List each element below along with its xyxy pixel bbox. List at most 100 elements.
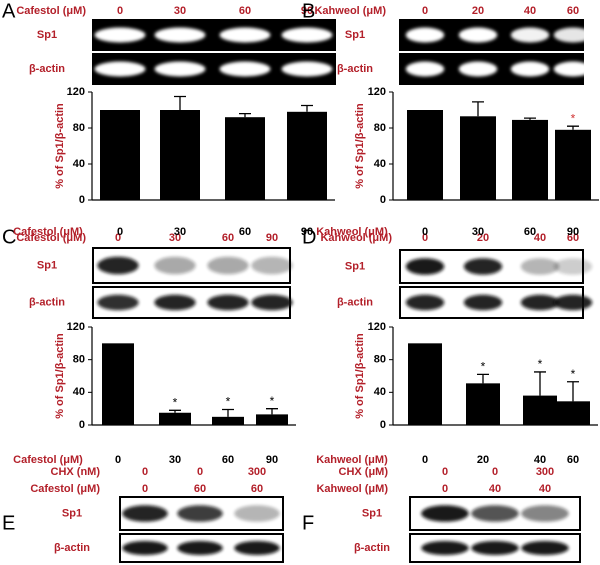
condition-value: 60 xyxy=(222,232,234,244)
y-tick-label: 0 xyxy=(380,419,386,431)
blot-band xyxy=(405,294,445,311)
blot-band xyxy=(421,505,469,522)
blot-band xyxy=(463,294,503,311)
bar xyxy=(407,110,443,200)
blot-band xyxy=(553,258,593,275)
blot-band xyxy=(219,27,271,43)
x-tick-label: 0 xyxy=(422,226,428,238)
significance-mark: * xyxy=(481,360,486,374)
bar xyxy=(460,116,496,200)
blot-strip xyxy=(409,496,581,531)
x-axis-label: Cafestol (μM) xyxy=(13,226,83,238)
condition-value: 40 xyxy=(489,483,501,495)
blot-strip xyxy=(92,286,293,319)
blot-band xyxy=(553,27,593,43)
panel-letter: F xyxy=(302,512,314,534)
significance-mark: * xyxy=(538,357,543,371)
x-tick-label: 60 xyxy=(567,454,579,466)
y-tick-label: 0 xyxy=(79,194,85,206)
row-label: β-actin xyxy=(337,296,373,308)
y-tick-label: 0 xyxy=(79,419,85,431)
condition-label: Cafestol (μM) xyxy=(16,5,86,17)
error-bar xyxy=(477,373,489,384)
y-tick-label: 40 xyxy=(73,386,85,398)
condition-value: 40 xyxy=(524,5,536,17)
error-bar xyxy=(472,101,484,117)
row-label: β-actin xyxy=(29,296,65,308)
condition-value: 0 xyxy=(492,466,498,478)
row-label: Sp1 xyxy=(62,507,82,519)
y-tick-label: 120 xyxy=(67,321,85,333)
x-tick-label: 0 xyxy=(117,226,123,238)
y-tick-label: 80 xyxy=(73,354,85,366)
blot-strip xyxy=(399,249,593,284)
x-tick-label: 30 xyxy=(174,226,186,238)
bar xyxy=(159,412,191,425)
error-bar xyxy=(567,125,579,130)
x-tick-label: 90 xyxy=(266,454,278,466)
blot-band xyxy=(122,505,168,522)
x-axis-label: Kahweol (μM) xyxy=(316,454,388,466)
y-tick-label: 40 xyxy=(73,158,85,170)
panel-letter: E xyxy=(2,512,15,534)
row-label: β-actin xyxy=(337,63,373,75)
blot-band xyxy=(177,505,223,522)
bar xyxy=(212,416,244,425)
y-tick-label: 120 xyxy=(67,86,85,98)
bar xyxy=(225,117,265,200)
row-label: Sp1 xyxy=(362,507,382,519)
condition-value: 20 xyxy=(472,5,484,17)
error-bar xyxy=(301,104,313,112)
blot-strip xyxy=(92,19,336,51)
condition-value: 30 xyxy=(174,5,186,17)
bar xyxy=(512,119,548,200)
bar xyxy=(287,111,327,200)
blot-strip xyxy=(399,53,593,85)
error-bar xyxy=(567,381,579,402)
blot-band xyxy=(405,258,445,275)
blot-band xyxy=(463,258,503,275)
error-bar xyxy=(169,409,181,413)
condition-label: CHX (nM) xyxy=(51,466,101,478)
significance-mark: * xyxy=(571,367,576,381)
condition-value: 0 xyxy=(422,232,428,244)
row-label: Sp1 xyxy=(37,29,57,41)
row-label: Sp1 xyxy=(37,259,57,271)
bar xyxy=(523,395,557,425)
blot-band xyxy=(421,541,469,555)
panel-letter: B xyxy=(302,0,315,22)
condition-value: 90 xyxy=(266,232,278,244)
x-tick-label: 0 xyxy=(115,454,121,466)
condition-value: 60 xyxy=(194,483,206,495)
blot-band xyxy=(553,294,593,311)
x-tick-label: 90 xyxy=(301,226,313,238)
blot-band xyxy=(510,61,550,77)
blot-strip xyxy=(399,19,593,51)
blot-band xyxy=(97,256,139,275)
bar xyxy=(100,110,140,200)
blot-band xyxy=(207,294,249,311)
x-tick-label: 30 xyxy=(169,454,181,466)
row-label: β-actin xyxy=(29,63,65,75)
blot-strip xyxy=(399,286,593,319)
blot-strip xyxy=(119,533,284,563)
blot-band xyxy=(251,256,293,275)
row-label: Sp1 xyxy=(345,260,365,272)
condition-value: 0 xyxy=(142,466,148,478)
row-label: Sp1 xyxy=(345,29,365,41)
condition-value: 60 xyxy=(567,5,579,17)
condition-value: 0 xyxy=(115,232,121,244)
blot-band xyxy=(521,505,569,522)
condition-value: 40 xyxy=(539,483,551,495)
bar xyxy=(256,414,288,425)
blot-band xyxy=(281,61,333,77)
condition-value: 20 xyxy=(477,232,489,244)
x-tick-label: 20 xyxy=(477,454,489,466)
error-bar xyxy=(174,95,186,110)
bar xyxy=(556,401,590,425)
blot-band xyxy=(520,294,560,311)
bar xyxy=(466,383,500,425)
blot-band xyxy=(458,27,498,43)
bar xyxy=(102,343,134,425)
panel-letter: A xyxy=(2,0,16,22)
